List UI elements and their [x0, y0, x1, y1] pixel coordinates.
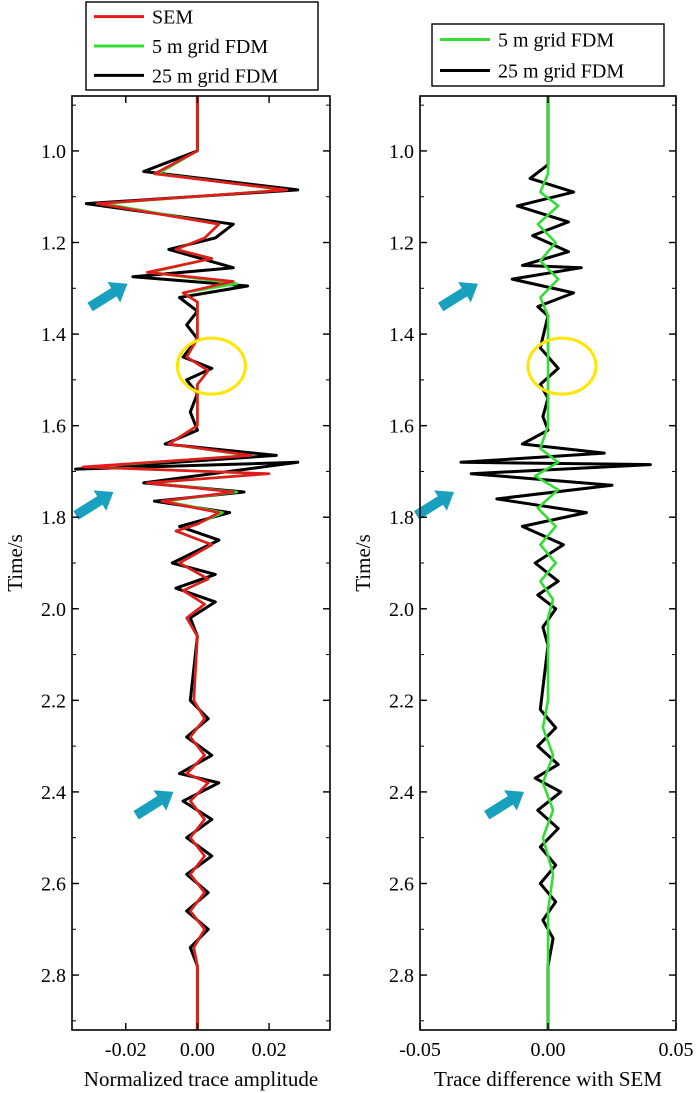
x-axis-title: Normalized trace amplitude — [84, 1067, 318, 1091]
arrow-shape — [133, 790, 174, 820]
legend-label: SEM — [152, 7, 193, 29]
trace-25-m-grid-fdm — [74, 96, 300, 1030]
trace-sem — [81, 96, 289, 1030]
x-tick-label: 0.00 — [531, 1039, 566, 1061]
y-tick-label: 1.6 — [41, 416, 66, 438]
y-tick-label: 2.6 — [41, 873, 66, 895]
y-tick-label: 2.8 — [389, 965, 414, 987]
y-tick-label: 2.6 — [389, 873, 414, 895]
legend-box — [431, 23, 665, 87]
y-tick-label: 2.0 — [41, 599, 66, 621]
legend-label: 5 m grid FDM — [498, 30, 614, 52]
legend-label: 25 m grid FDM — [152, 65, 278, 87]
highlight-ellipse — [175, 336, 247, 396]
y-tick-label: 1.0 — [389, 141, 414, 163]
y-tick-label: 2.4 — [389, 782, 414, 804]
annotation-arrow — [484, 790, 524, 820]
legend: 5 m grid FDM 25 m grid FDM — [431, 23, 665, 87]
arrow-shape — [87, 282, 128, 312]
x-tick-label: 0.00 — [180, 1039, 215, 1061]
y-tick-label: 2.2 — [389, 690, 414, 712]
legend-label: 5 m grid FDM — [152, 36, 268, 58]
x-axis-title: Trace difference with SEM — [434, 1067, 662, 1091]
y-tick-label: 2.8 — [41, 965, 66, 987]
x-tick-label: 0.02 — [252, 1039, 287, 1061]
chart-panel-left: 1.0 1.2 1.4 1.6 1.8 2.0 2.2 2.4 2.6 2.8 -0.02 0.00 0… — [3, 1, 331, 1091]
highlight-ellipse — [526, 336, 598, 396]
y-tick-label: 1.4 — [389, 324, 414, 346]
y-tick-label: 1.0 — [41, 141, 66, 163]
annotation-arrow — [73, 490, 114, 520]
y-tick-label: 1.8 — [389, 507, 414, 529]
annotation-arrow — [87, 282, 128, 312]
x-tick-label: -0.05 — [399, 1039, 441, 1061]
x-tick-label: -0.02 — [105, 1039, 147, 1061]
arrow-shape — [438, 282, 478, 312]
y-tick-label: 1.2 — [41, 233, 66, 255]
y-tick-label: 1.4 — [41, 324, 66, 346]
chart-panel-right: 1.0 1.2 1.4 1.6 1.8 2.0 2.2 2.4 2.6 2.8 -0.05 0.00 0… — [351, 23, 694, 1091]
annotation-arrow — [414, 490, 454, 520]
trace-5-m-grid-fdm — [88, 96, 285, 1030]
x-tick-label: 0.05 — [659, 1039, 694, 1061]
legend: SEM 5 m grid FDM 25 m grid FDM — [85, 1, 319, 91]
arrow-shape — [73, 490, 114, 520]
legend-label: 25 m grid FDM — [498, 61, 624, 83]
arrow-shape — [414, 490, 454, 520]
arrow-shape — [484, 790, 524, 820]
y-tick-label: 1.6 — [389, 416, 414, 438]
annotation-arrow — [133, 790, 174, 820]
annotation-arrow — [438, 282, 478, 312]
y-axis-title: Time/s — [3, 534, 27, 592]
trace-5-m-grid-fdm — [533, 96, 560, 1030]
y-tick-label: 2.0 — [389, 599, 414, 621]
y-tick-label: 1.2 — [389, 233, 414, 255]
y-tick-label: 2.4 — [41, 782, 66, 804]
y-tick-label: 2.2 — [41, 690, 66, 712]
y-tick-label: 1.8 — [41, 507, 66, 529]
y-axis-title: Time/s — [351, 534, 375, 592]
